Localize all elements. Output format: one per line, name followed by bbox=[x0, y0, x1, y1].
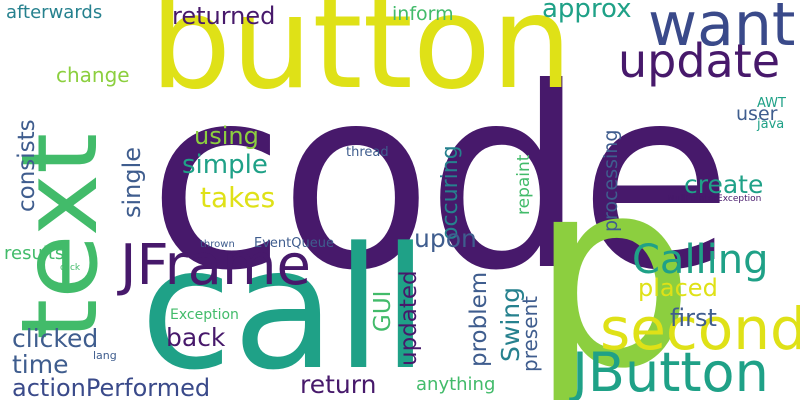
word-using: using bbox=[194, 122, 259, 150]
word-simple: simple bbox=[182, 150, 268, 180]
word-single: single bbox=[118, 146, 146, 218]
word-consists: consists bbox=[14, 119, 40, 212]
word-change: change bbox=[56, 63, 130, 87]
word-inform: inform bbox=[392, 3, 454, 25]
word-user: user bbox=[736, 103, 778, 125]
word-updated: updated bbox=[396, 270, 422, 366]
word-upon: upon bbox=[414, 224, 477, 253]
word-clicked: clicked bbox=[12, 324, 99, 353]
word-afterwards: afterwards bbox=[6, 2, 103, 23]
word-results: results bbox=[4, 243, 65, 264]
word-time: time bbox=[12, 350, 69, 379]
word-actionperformed: actionPerformed bbox=[12, 374, 211, 400]
word-problem: problem bbox=[466, 271, 492, 367]
word-jbutton: JButton bbox=[572, 341, 769, 400]
word-java: java bbox=[757, 117, 785, 132]
word-thrown: thrown bbox=[200, 239, 235, 250]
word-present: present bbox=[518, 295, 542, 372]
word-processing: processing bbox=[600, 129, 622, 232]
word-eventqueue: EventQueue bbox=[254, 236, 334, 251]
word-create: create bbox=[684, 170, 764, 199]
word-return: return bbox=[300, 370, 377, 399]
word-update: update bbox=[618, 34, 781, 88]
word-want: want bbox=[648, 0, 796, 60]
word-anything: anything bbox=[416, 374, 496, 395]
word-first: first bbox=[670, 304, 717, 332]
word-click: click bbox=[60, 263, 81, 273]
word-repaint: repaint bbox=[514, 154, 534, 215]
word-p: p bbox=[530, 124, 696, 400]
word-approx: approx bbox=[542, 0, 632, 24]
word-returned: returned bbox=[172, 2, 276, 30]
word-back: back bbox=[166, 323, 226, 352]
word-call: call bbox=[140, 211, 429, 400]
word-code: code bbox=[148, 34, 733, 325]
word-awt: AWT bbox=[757, 96, 786, 111]
word-nullpointerexception: NullPointerException bbox=[668, 194, 762, 204]
word-button: button bbox=[150, 0, 573, 118]
word-jframe: JFrame bbox=[120, 233, 311, 298]
word-exception: Exception bbox=[170, 307, 239, 323]
word-second: second bbox=[600, 295, 800, 363]
word-thread: thread bbox=[346, 145, 389, 160]
word-placed: placed bbox=[638, 274, 718, 302]
word-calling: Calling bbox=[632, 237, 769, 283]
word-takes: takes bbox=[200, 181, 276, 214]
word-gui: GUI bbox=[370, 290, 396, 332]
word-lang: lang bbox=[93, 349, 117, 362]
